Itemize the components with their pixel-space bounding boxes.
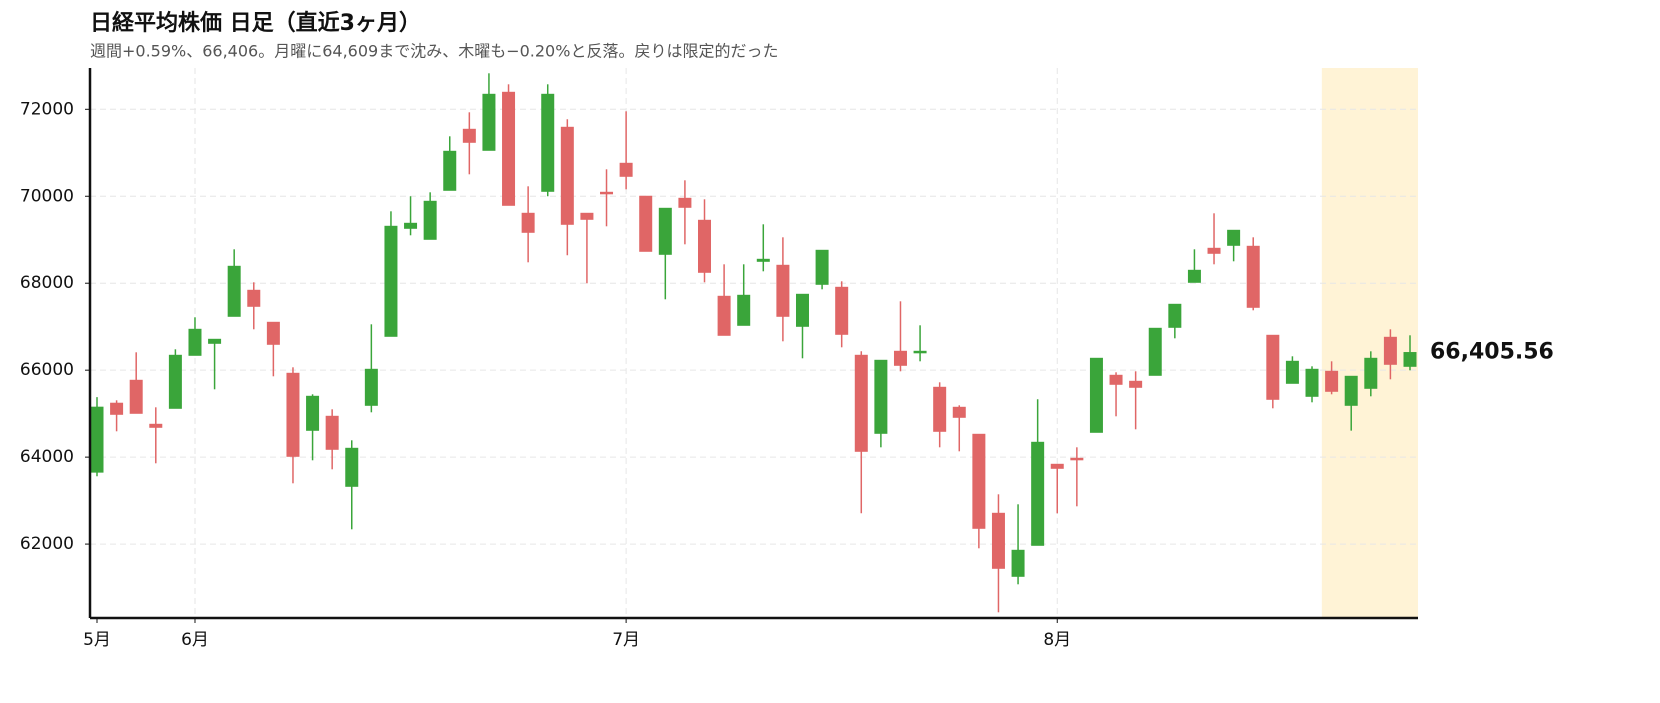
candle-body [913, 350, 927, 354]
x-tick-label: 7月 [612, 630, 640, 650]
candle-body [462, 128, 476, 143]
x-tick-label: 5月 [83, 630, 111, 650]
candle-body [286, 372, 300, 457]
candle-body [1031, 441, 1045, 546]
y-tick-label: 70000 [20, 186, 74, 206]
candle-body [776, 264, 790, 317]
y-tick-label: 68000 [20, 273, 74, 293]
candle-body [1305, 368, 1319, 397]
highlight-band [1321, 68, 1418, 618]
candle-body [1050, 463, 1064, 469]
chart-title: 日経平均株価 日足（直近3ヶ月） [90, 10, 421, 36]
candle-body [580, 212, 594, 220]
candle-body [208, 338, 222, 344]
y-tick-label: 66000 [20, 360, 74, 380]
chart-subtitle: 週間+0.59%、66,406。月曜に64,609まで沈み、木曜も−0.20%と… [90, 42, 778, 61]
candle-body [443, 150, 457, 191]
x-tick-label: 8月 [1043, 630, 1071, 650]
candle-body [266, 321, 280, 345]
candle-body [1129, 380, 1143, 388]
candle-body [933, 386, 947, 432]
candle-body [600, 191, 614, 195]
candle-body [991, 512, 1005, 569]
candle-body [619, 162, 633, 177]
candle-body [1383, 336, 1397, 365]
candle-body [149, 423, 163, 428]
candle-body [1148, 327, 1162, 376]
candle-body [1109, 374, 1123, 385]
candle-body [1266, 334, 1280, 400]
candle-body [972, 433, 986, 529]
candle-body [168, 354, 182, 409]
candle-body [835, 286, 849, 335]
y-tick-label: 72000 [20, 99, 74, 119]
candle-body [110, 402, 124, 415]
candle-body [1325, 370, 1339, 392]
candle-body [129, 379, 143, 414]
candle-body [1344, 375, 1358, 406]
candle-body [560, 126, 574, 225]
candle-body [227, 265, 241, 317]
candle-body [1089, 357, 1103, 433]
candle-body [1011, 549, 1025, 577]
candle-body [639, 195, 653, 252]
candle-body [815, 249, 829, 285]
candle-body [698, 219, 712, 273]
candle-body [1364, 357, 1378, 389]
candle-body [737, 294, 751, 326]
candle-body [1168, 303, 1182, 328]
candle-body [90, 406, 104, 473]
candle-body [874, 359, 888, 434]
candle-body [423, 200, 437, 240]
candle-body [658, 207, 672, 255]
candle-body [306, 395, 320, 431]
candle-body [345, 447, 359, 487]
candle-body [1070, 457, 1084, 461]
candle-body [854, 354, 868, 452]
candle-body [1187, 269, 1201, 283]
candle-body [1246, 245, 1260, 308]
candle-body [952, 406, 966, 418]
candle-body [717, 295, 731, 336]
candle-body [482, 93, 496, 151]
candle-body [1403, 352, 1417, 367]
candle-body [521, 212, 535, 233]
candle-body [541, 93, 555, 192]
candle-body [756, 258, 770, 262]
candle-body [364, 368, 378, 406]
candle-body [678, 197, 692, 208]
x-tick-label: 6月 [181, 630, 209, 650]
y-tick-label: 62000 [20, 534, 74, 554]
candle-body [502, 91, 516, 206]
candle-body [188, 328, 202, 356]
candle-body [1227, 229, 1241, 246]
last-price-label: 66,405.56 [1430, 340, 1554, 365]
candle-body [325, 415, 339, 450]
candle-body [893, 350, 907, 366]
y-tick-label: 64000 [20, 447, 74, 467]
candle-body [795, 293, 809, 327]
candle-body [1207, 247, 1221, 254]
candle-body [247, 289, 261, 307]
candle-body [1285, 360, 1299, 384]
candle-body [384, 225, 398, 337]
candle-body [404, 222, 418, 229]
